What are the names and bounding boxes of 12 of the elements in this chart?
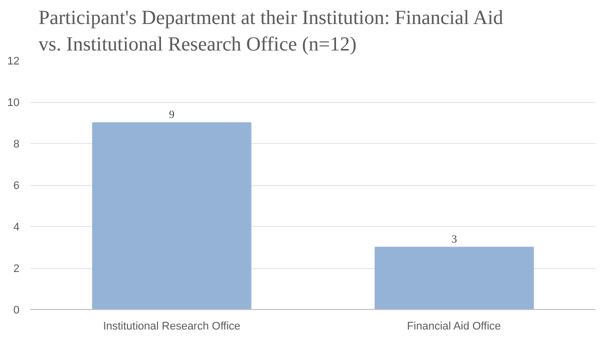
y-tick-label: 6 [13,180,20,192]
y-tick-label: 12 [7,56,20,68]
y-tick-label: 8 [13,138,20,150]
y-tick-label: 4 [13,222,20,234]
x-tick-label: Institutional Research Office [103,320,240,332]
data-label: 9 [169,108,175,121]
y-tick-label: 10 [7,97,20,109]
y-tick-label: 0 [13,304,20,316]
y-tick-label: 2 [13,263,20,275]
data-label: 3 [452,233,458,246]
chart-title: Participant's Department at their Institution: Financial Aid vs. Institutional Research Office (n=12) [38,7,504,56]
x-tick-label: Financial Aid Office [406,320,501,332]
